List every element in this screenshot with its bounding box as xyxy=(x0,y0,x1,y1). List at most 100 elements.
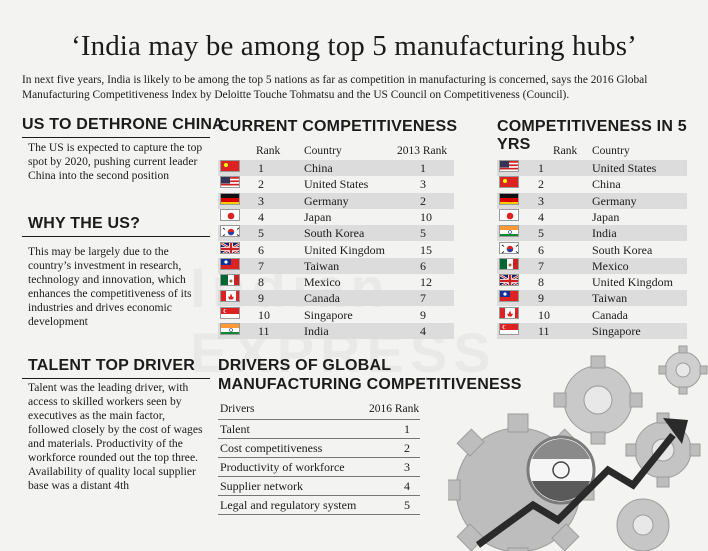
rank-cell: 8 xyxy=(258,275,264,290)
previous-rank-cell: 12 xyxy=(420,275,432,290)
driver-rank-cell: 2 xyxy=(404,441,410,455)
country-cell: China xyxy=(304,161,333,175)
table-row: 4 Japan xyxy=(497,208,687,225)
country-cell: South Korea xyxy=(592,242,653,257)
south-korea-flag-icon xyxy=(220,225,240,238)
drivers-column-header: Drivers xyxy=(220,403,255,415)
table-row: Talent 1 xyxy=(218,420,420,439)
country-cell: Japan xyxy=(592,209,620,224)
previous-rank-cell: 1 xyxy=(420,161,426,175)
table-row: 8 Mexico 12 xyxy=(218,274,454,290)
table-row: 2 China xyxy=(497,176,687,192)
previous-rank-cell: 15 xyxy=(420,242,432,257)
table-row: 1 China 1 xyxy=(218,160,454,176)
country-cell: India xyxy=(592,226,617,241)
previous-rank-cell: 2 xyxy=(420,193,426,208)
table-row: 6 South Korea xyxy=(497,241,687,258)
table-row: Legal and regulatory system 5 xyxy=(218,496,420,515)
rank-cell: 6 xyxy=(538,242,544,257)
table-row: 3 Germany 2 xyxy=(218,192,454,209)
table-row: 7 Taiwan 6 xyxy=(218,257,454,274)
gears-growth-arrow-icon xyxy=(448,345,708,551)
country-cell: Canada xyxy=(304,291,340,306)
table-row: 2 United States 3 xyxy=(218,176,454,192)
drivers-heading-line-2: MANUFACTURING COMPETITIVENESS xyxy=(218,376,522,393)
sidebar-text-3: Talent was the leading driver, with acce… xyxy=(28,381,203,492)
canada-flag-icon xyxy=(499,306,519,319)
south-korea-flag-icon xyxy=(499,241,519,254)
country-cell: Taiwan xyxy=(592,291,628,306)
rank-cell: 3 xyxy=(538,193,544,208)
sidebar-heading-1: US TO DETHRONE CHINA xyxy=(22,116,224,133)
divider xyxy=(22,137,210,138)
table-row: Cost competitiveness 2 xyxy=(218,439,420,458)
mexico-flag-icon xyxy=(499,257,519,270)
table-row: 9 Taiwan xyxy=(497,290,687,307)
sidebar-heading-2: WHY THE US? xyxy=(28,215,141,232)
divider xyxy=(22,378,210,379)
country-cell: Germany xyxy=(592,193,637,208)
table-row: 11 Singapore xyxy=(497,323,687,339)
driver-rank-cell: 5 xyxy=(404,498,410,512)
future-competitiveness-heading: COMPETITIVENESS IN 5 YRS xyxy=(497,118,687,153)
previous-rank-cell: 6 xyxy=(420,258,426,273)
table-row: 7 Mexico xyxy=(497,257,687,274)
driver-cell: Cost competitiveness xyxy=(220,441,323,455)
country-cell: Singapore xyxy=(592,324,641,338)
uk-flag-icon xyxy=(220,241,240,254)
india-flag-icon xyxy=(499,225,519,238)
driver-rank-cell: 3 xyxy=(404,460,410,474)
driver-rank-cell: 1 xyxy=(404,422,410,436)
table-row: 10 Singapore 9 xyxy=(218,306,454,323)
country-cell: Germany xyxy=(304,193,349,208)
country-cell: United Kingdom xyxy=(592,275,673,290)
future-country-header: Country xyxy=(592,145,630,157)
table-row: Supplier network 4 xyxy=(218,477,420,496)
country-cell: Canada xyxy=(592,307,628,322)
rank-cell: 9 xyxy=(538,291,544,306)
country-cell: United States xyxy=(592,161,657,175)
table-row: 3 Germany xyxy=(497,192,687,209)
usa-flag-icon xyxy=(499,160,519,172)
country-cell: India xyxy=(304,324,329,338)
rank-cell: 2 xyxy=(538,177,544,192)
rank-cell: 5 xyxy=(538,226,544,241)
country-cell: Taiwan xyxy=(304,258,340,273)
rank-cell: 4 xyxy=(258,209,264,224)
current-country-header: Country xyxy=(304,145,342,157)
usa-flag-icon xyxy=(220,176,240,189)
japan-flag-icon xyxy=(499,208,519,221)
country-cell: Singapore xyxy=(304,307,353,322)
rank-cell: 10 xyxy=(538,307,550,322)
rank-cell: 9 xyxy=(258,291,264,306)
previous-rank-cell: 10 xyxy=(420,209,432,224)
sidebar-text-2: This may be largely due to the country’s… xyxy=(28,245,192,328)
driver-cell: Productivity of workforce xyxy=(220,460,345,474)
previous-rank-cell: 4 xyxy=(420,324,426,338)
country-cell: Japan xyxy=(304,209,332,224)
previous-rank-cell: 5 xyxy=(420,226,426,241)
rank-cell: 1 xyxy=(258,161,264,175)
page-title: ‘India may be among top 5 manufacturing … xyxy=(71,30,637,62)
previous-rank-cell: 3 xyxy=(420,177,426,192)
rank-cell: 11 xyxy=(538,324,550,338)
rank-cell: 8 xyxy=(538,275,544,290)
rank-cell: 5 xyxy=(258,226,264,241)
table-row: 4 Japan 10 xyxy=(218,208,454,225)
canada-flag-icon xyxy=(220,290,240,303)
rank-cell: 1 xyxy=(538,161,544,175)
country-cell: South Korea xyxy=(304,226,365,241)
country-cell: Mexico xyxy=(304,275,341,290)
country-cell: United States xyxy=(304,177,369,192)
rank-cell: 10 xyxy=(258,307,270,322)
rank-cell: 4 xyxy=(538,209,544,224)
current-competitiveness-heading: CURRENT COMPETITIVENESS xyxy=(218,118,458,135)
drivers-heading-line-1: DRIVERS OF GLOBAL xyxy=(218,357,392,374)
germany-flag-icon xyxy=(499,192,519,205)
current-rank-header: Rank xyxy=(256,145,281,157)
table-row: 10 Canada xyxy=(497,306,687,323)
driver-cell: Supplier network xyxy=(220,479,303,493)
table-row: 11 India 4 xyxy=(218,323,454,339)
rank-cell: 6 xyxy=(258,242,264,257)
future-rank-header: Rank xyxy=(553,145,578,157)
